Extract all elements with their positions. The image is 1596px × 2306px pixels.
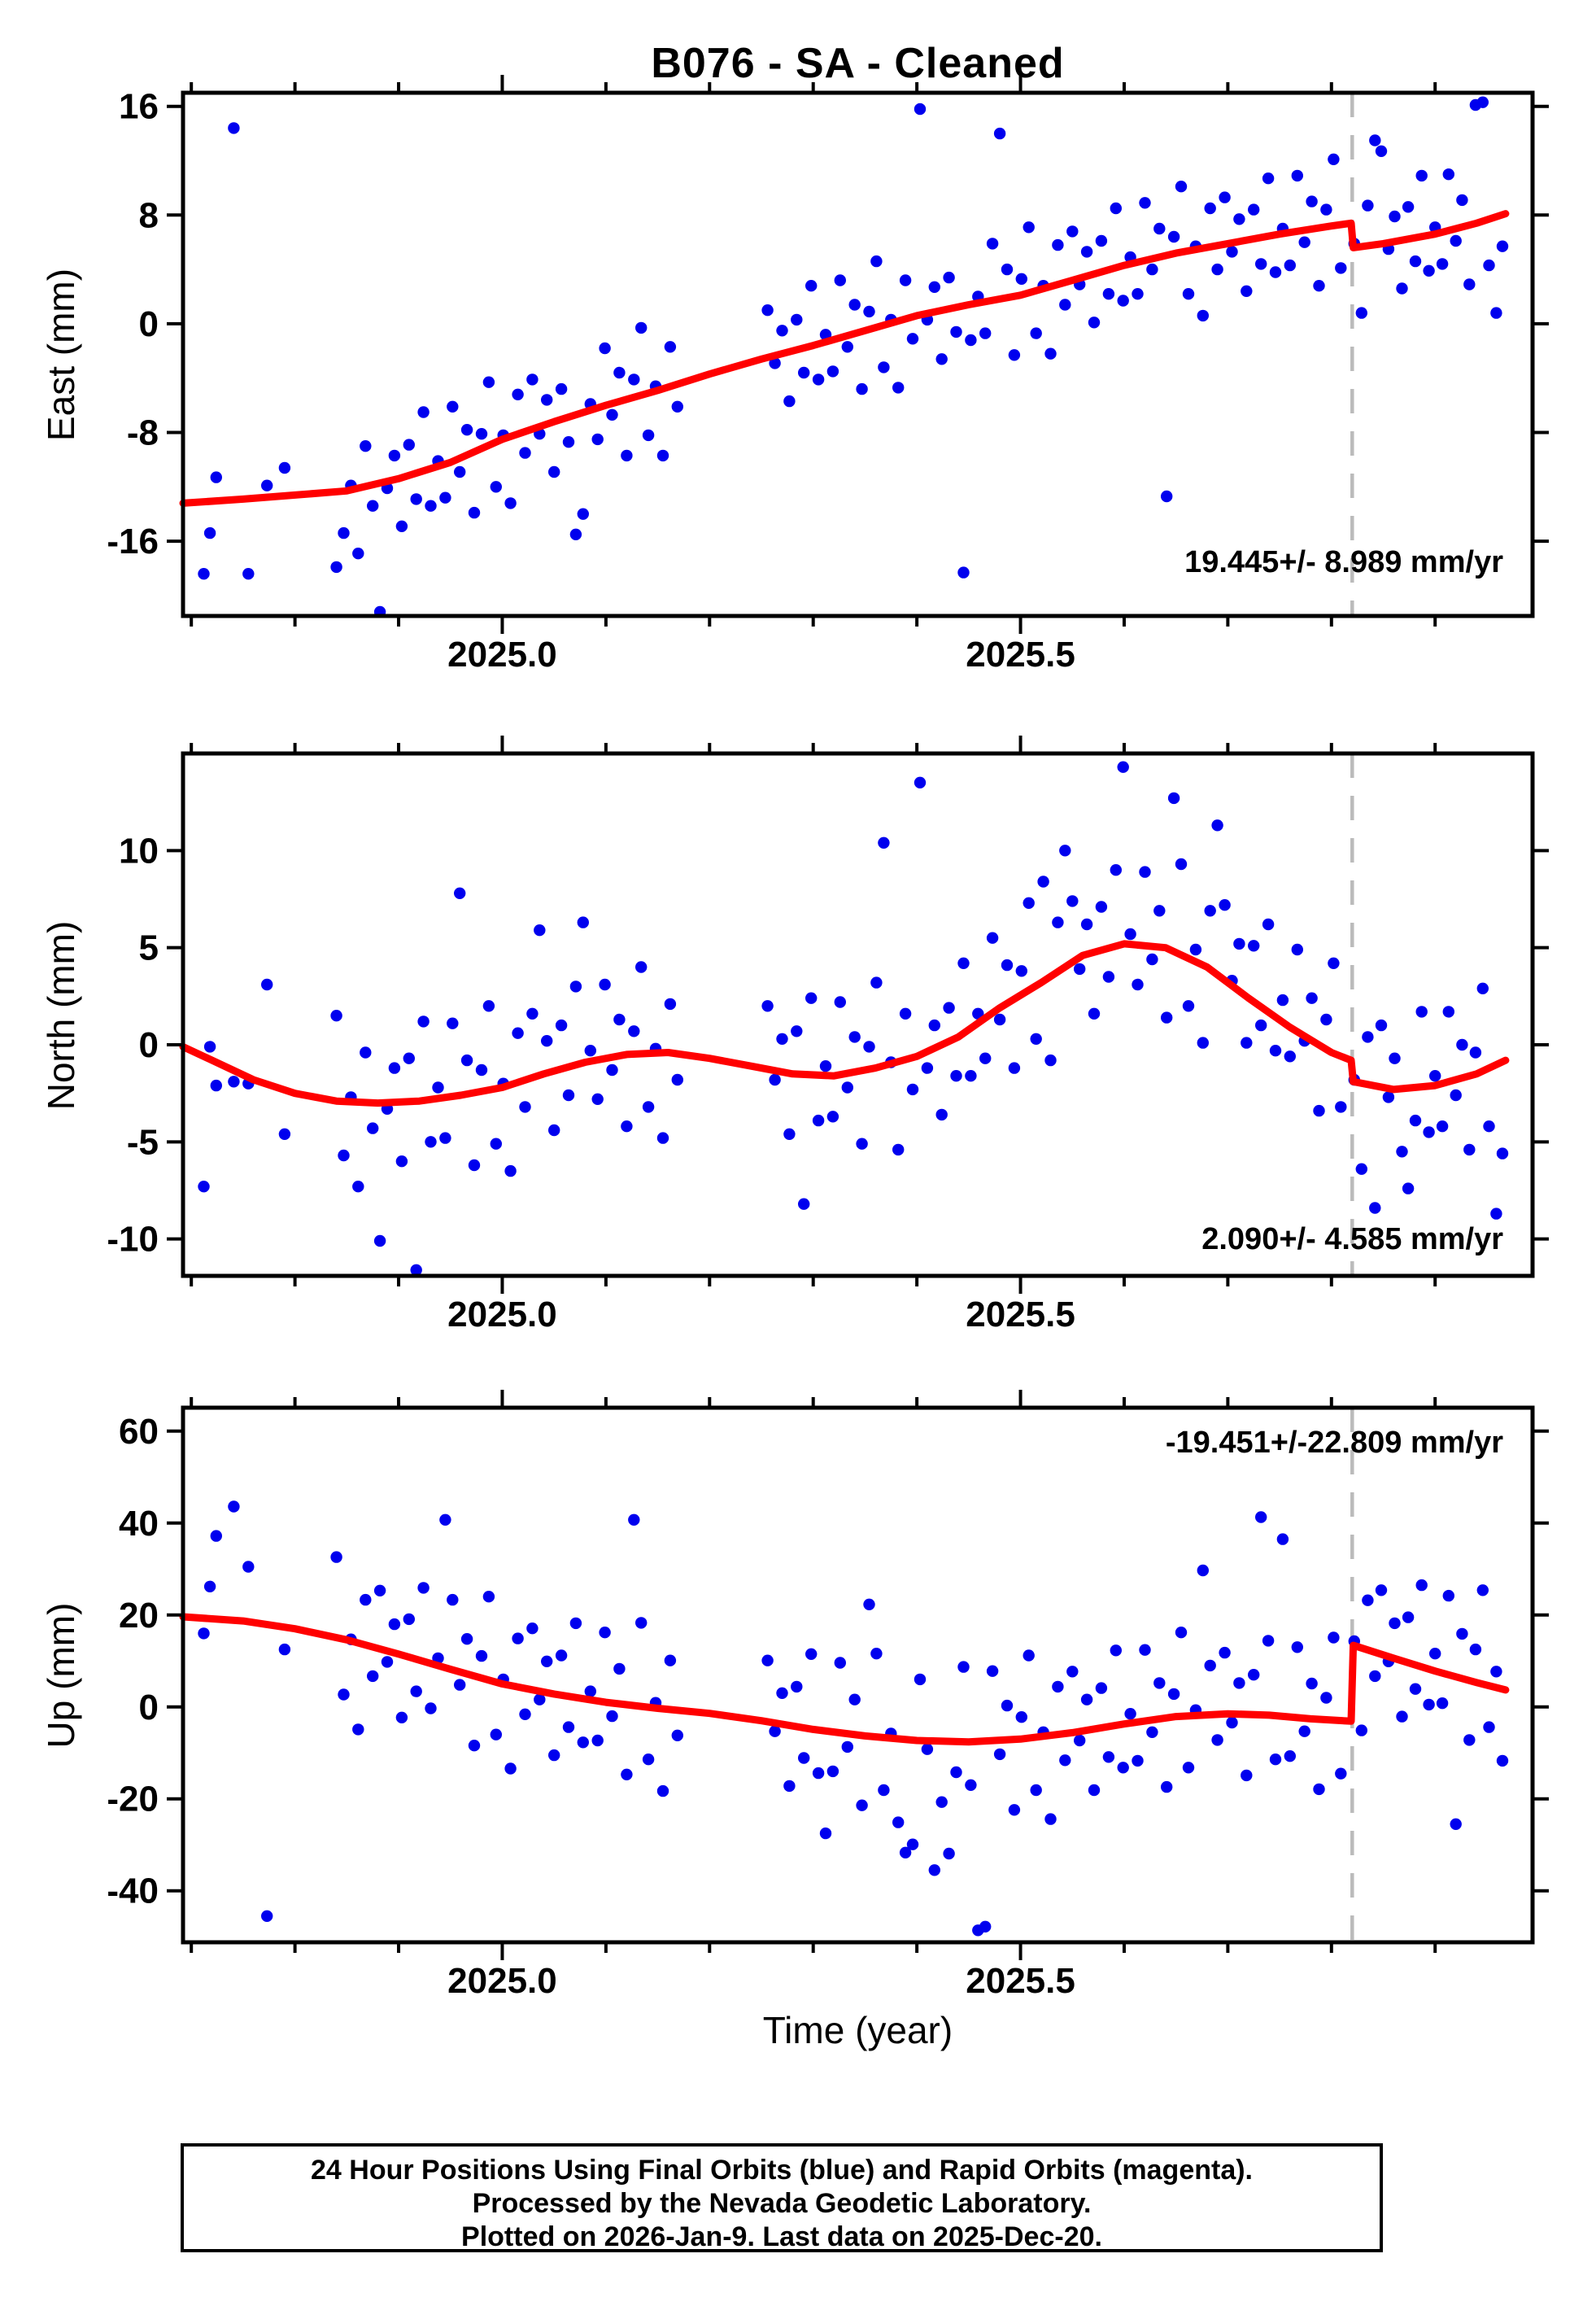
y-tick-label: 8 — [139, 195, 159, 235]
x-tick-label: 2025.0 — [447, 635, 557, 675]
y-tick-label: 0 — [139, 1688, 159, 1727]
north-rate-annotation: 2.090+/- 4.585 mm/yr — [1201, 1222, 1503, 1256]
up-tick-labels: 2025.0 2025.5 60 40 20 0 -20 -40 — [107, 1412, 1075, 2001]
north-panel: 2025.0 2025.5 10 5 0 -5 -10 — [107, 736, 1549, 1334]
north-ticks — [167, 736, 1549, 1294]
footer-line-3: Plotted on 2026-Jan-9. Last data on 2025… — [461, 2221, 1102, 2252]
x-tick-label: 2025.0 — [447, 1961, 557, 2001]
y-tick-label: -10 — [107, 1220, 159, 1260]
north-frame — [181, 751, 1535, 1278]
footer-note-box: 24 Hour Positions Using Final Orbits (bl… — [181, 2143, 1383, 2252]
y-tick-label: 5 — [139, 928, 159, 968]
east-tick-labels: 2025.0 2025.5 16 8 0 -8 -16 — [107, 87, 1075, 675]
y-tick-label: 60 — [119, 1412, 159, 1452]
y-tick-label: 40 — [119, 1504, 159, 1544]
x-tick-label: 2025.5 — [966, 635, 1075, 675]
chart-title: B076 - SA - Cleaned — [651, 40, 1065, 87]
east-axis-label: East (mm) — [40, 268, 82, 442]
y-tick-label: 10 — [119, 831, 159, 871]
y-tick-label: -20 — [107, 1780, 159, 1819]
y-tick-label: -8 — [127, 413, 159, 453]
x-tick-label: 2025.5 — [966, 1961, 1075, 2001]
x-axis-label: Time (year) — [762, 2009, 953, 2051]
north-axis-label: North (mm) — [40, 920, 82, 1111]
up-frame — [181, 1405, 1535, 1945]
footer-line-1: 24 Hour Positions Using Final Orbits (bl… — [311, 2155, 1253, 2186]
east-panel: 2025.0 2025.5 16 8 0 -8 -16 — [107, 75, 1549, 675]
up-panel: 2025.0 2025.5 60 40 20 0 -20 -40 — [107, 1390, 1549, 2001]
east-frame — [181, 90, 1535, 618]
east-trend-line — [179, 210, 1510, 507]
north-points — [198, 761, 1509, 1277]
y-tick-label: 0 — [139, 304, 159, 344]
y-tick-label: -16 — [107, 522, 159, 561]
y-tick-label: 0 — [139, 1025, 159, 1065]
up-trend-line — [179, 1613, 1510, 1746]
north-trend-line — [179, 940, 1510, 1107]
y-tick-label: 16 — [119, 87, 159, 127]
y-tick-label: 20 — [119, 1596, 159, 1636]
east-points — [198, 96, 1509, 618]
up-rate-annotation: -19.451+/-22.809 mm/yr — [1165, 1426, 1503, 1460]
x-tick-label: 2025.5 — [966, 1295, 1075, 1334]
east-rate-annotation: 19.445+/- 8.989 mm/yr — [1184, 545, 1503, 579]
x-tick-label: 2025.0 — [447, 1295, 557, 1334]
up-axis-label: Up (mm) — [40, 1602, 82, 1749]
footer-line-2: Processed by the Nevada Geodetic Laborat… — [472, 2188, 1092, 2219]
north-tick-labels: 2025.0 2025.5 10 5 0 -5 -10 — [107, 831, 1075, 1334]
y-tick-label: -5 — [127, 1122, 159, 1162]
y-tick-label: -40 — [107, 1871, 159, 1911]
